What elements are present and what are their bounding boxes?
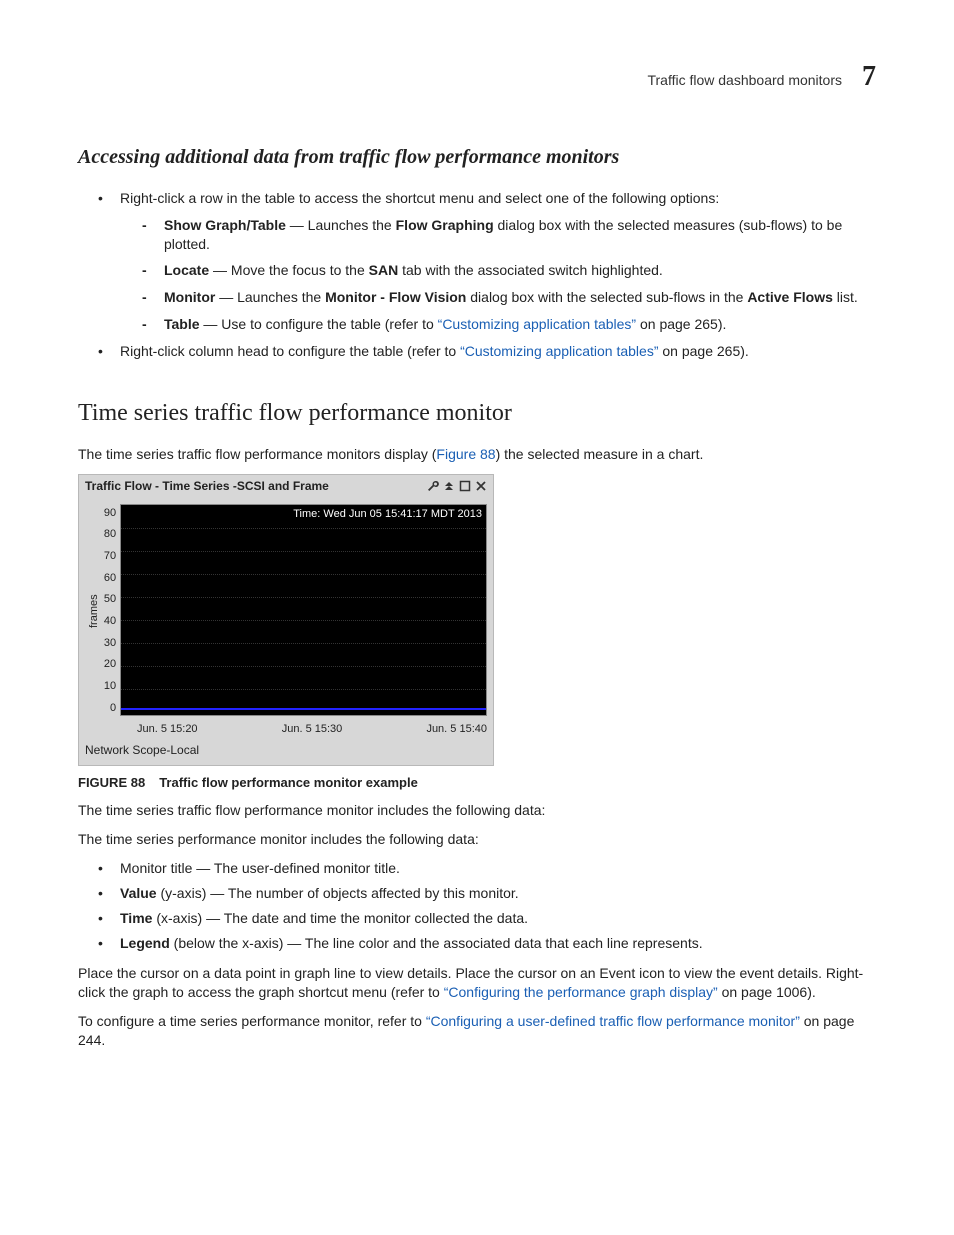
ytick: 0: [104, 701, 116, 716]
ytick: 80: [104, 527, 116, 542]
link-customizing-tables-2[interactable]: “Customizing application tables”: [460, 343, 658, 359]
xtick: Jun. 5 15:30: [282, 722, 343, 737]
ytick: 90: [104, 506, 116, 521]
figure-caption-text: Traffic flow performance monitor example: [159, 775, 418, 790]
y-axis-ticks: 90 80 70 60 50 40 30 20 10 0: [104, 504, 120, 718]
ytick: 30: [104, 636, 116, 651]
page: Traffic flow dashboard monitors 7 Access…: [0, 0, 954, 1235]
access-bullet-list: Right-click a row in the table to access…: [98, 189, 876, 361]
list-item: Legend (below the x-axis) — The line col…: [98, 934, 876, 953]
term-monitor: Monitor: [164, 289, 215, 305]
term-monitor-flow-vision: Monitor - Flow Vision: [325, 289, 466, 305]
term-time: Time: [120, 910, 152, 926]
monitor-titlebar: Traffic Flow - Time Series -SCSI and Fra…: [79, 475, 493, 499]
term-legend: Legend: [120, 935, 170, 951]
section-title-accessing: Accessing additional data from traffic f…: [78, 144, 876, 171]
x-axis-ticks: Jun. 5 15:20 Jun. 5 15:30 Jun. 5 15:40: [79, 718, 493, 739]
term-value: Value: [120, 885, 157, 901]
list-item: Time (x-axis) — The date and time the mo…: [98, 909, 876, 928]
y-axis-label: frames: [85, 504, 104, 718]
term-show-graph: Show Graph/Table: [164, 217, 286, 233]
ytick: 10: [104, 679, 116, 694]
chart-plot-area[interactable]: Time: Wed Jun 05 15:41:17 MDT 2013: [120, 504, 487, 716]
network-scope: Network Scope-Local: [79, 738, 493, 764]
expand-up-icon[interactable]: [443, 480, 455, 492]
link-configuring-graph[interactable]: “Configuring the performance graph displ…: [444, 984, 718, 1000]
figure-caption: FIGURE 88 Traffic flow performance monito…: [78, 774, 876, 792]
monitor-panel: Traffic Flow - Time Series -SCSI and Fra…: [78, 474, 494, 765]
list-item: Table — Use to configure the table (refe…: [142, 315, 876, 334]
after-fig-para-1: The time series traffic flow performance…: [78, 801, 876, 820]
link-figure-88[interactable]: Figure 88: [436, 446, 495, 462]
timeseries-bullet-list: Monitor title — The user-defined monitor…: [98, 859, 876, 953]
term-locate: Locate: [164, 262, 209, 278]
after-fig-para-2: The time series performance monitor incl…: [78, 830, 876, 849]
list-item: Locate — Move the focus to the SAN tab w…: [142, 261, 876, 280]
chart-body: frames 90 80 70 60 50 40 30 20 10 0 Time…: [79, 500, 493, 718]
ytick: 20: [104, 657, 116, 672]
ytick: 70: [104, 549, 116, 564]
ytick: 60: [104, 571, 116, 586]
section-title-timeseries: Time series traffic flow performance mon…: [78, 397, 876, 429]
list-item: Right-click a row in the table to access…: [98, 189, 876, 334]
list-item: Monitor — Launches the Monitor - Flow Vi…: [142, 288, 876, 307]
link-customizing-tables[interactable]: “Customizing application tables”: [438, 316, 636, 332]
chart-data-line: [121, 708, 486, 710]
term-table: Table: [164, 316, 200, 332]
chart-time-caption: Time: Wed Jun 05 15:41:17 MDT 2013: [293, 507, 482, 522]
figure-label: FIGURE 88: [78, 775, 145, 790]
titlebar-icons: [427, 480, 487, 492]
config-para: To configure a time series performance m…: [78, 1012, 876, 1050]
monitor-title: Traffic Flow - Time Series -SCSI and Fra…: [85, 478, 329, 494]
xtick: Jun. 5 15:40: [426, 722, 487, 737]
term-flow-graphing: Flow Graphing: [396, 217, 494, 233]
maximize-icon[interactable]: [459, 480, 471, 492]
timeseries-intro: The time series traffic flow performance…: [78, 445, 876, 464]
wrench-icon[interactable]: [427, 480, 439, 492]
access-sublist: Show Graph/Table — Launches the Flow Gra…: [142, 216, 876, 334]
close-icon[interactable]: [475, 480, 487, 492]
term-san: SAN: [369, 262, 399, 278]
link-configuring-monitor[interactable]: “Configuring a user-defined traffic flow…: [426, 1013, 800, 1029]
chapter-number: 7: [862, 58, 876, 96]
ytick: 40: [104, 614, 116, 629]
running-header: Traffic flow dashboard monitors 7: [78, 58, 876, 96]
term-active-flows: Active Flows: [747, 289, 833, 305]
ytick: 50: [104, 592, 116, 607]
list-item: Monitor title — The user-defined monitor…: [98, 859, 876, 878]
list-item: Value (y-axis) — The number of objects a…: [98, 884, 876, 903]
cursor-para: Place the cursor on a data point in grap…: [78, 964, 876, 1002]
xtick: Jun. 5 15:20: [137, 722, 198, 737]
list-item: Show Graph/Table — Launches the Flow Gra…: [142, 216, 876, 254]
list-item: Right-click column head to configure the…: [98, 342, 876, 361]
running-title: Traffic flow dashboard monitors: [647, 71, 842, 90]
intro-text: Right-click a row in the table to access…: [120, 190, 719, 206]
